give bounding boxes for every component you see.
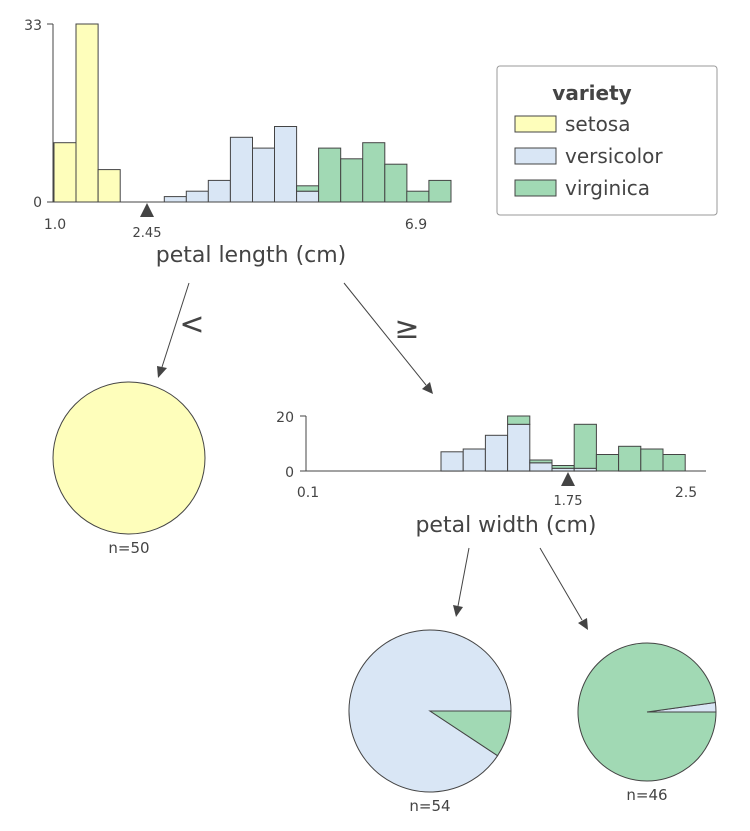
split2-bar-virginica-5 [551,465,575,469]
split2-x-max-label: 2.5 [675,485,697,501]
root-edges: < ≥ [157,282,433,394]
root-histogram-bars [53,23,452,203]
split2-bar-virginica-6 [573,423,597,469]
root-bar-versicolor-10 [274,126,298,203]
legend-title: variety [552,81,631,105]
split2-bar-versicolor-2 [484,434,509,472]
legend-swatch-virginica [514,179,557,197]
left-edge-arrowhead [157,366,167,378]
left-edge-label: < [179,307,204,342]
root-bar-versicolor-7 [207,179,231,203]
split2-bar-versicolor-3 [507,423,531,472]
root-bar-virginica-11 [296,185,320,192]
root-bar-setosa-0 [53,142,77,203]
root-bar-virginica-14 [362,142,386,203]
legend-swatch-versicolor [514,147,557,165]
root-bar-setosa-1 [75,23,99,203]
leaf-virginica: n=46 [577,642,717,804]
root-x-min-label: 1.0 [44,217,66,233]
legend: variety setosa versicolor virginica [496,65,718,216]
petal-width-histogram-bars [440,415,686,472]
legend-label-virginica: virginica [565,176,650,200]
root-bar-versicolor-8 [229,136,253,203]
root-x-max-label: 6.9 [405,217,427,233]
split2-bar-versicolor-1 [462,448,486,472]
right-edge-label: ≥ [394,311,419,346]
root-split-value: 2.45 [133,226,162,241]
split2-bar-versicolor-4 [529,462,553,472]
root-feature-label: petal length (cm) [156,243,347,268]
root-split-histogram: 33 0 1.0 6.9 2.45 petal length (cm) [24,18,452,268]
legend-box [496,65,718,216]
split2-right-edge-arrowhead [578,618,588,630]
leaf-setosa-slice-setosa [52,381,206,535]
leaf-virginica-count: n=46 [626,786,667,804]
legend-swatch-setosa [514,115,557,133]
root-split-marker [140,203,154,217]
root-bar-virginica-17 [428,179,452,203]
split2-right-edge-line [539,547,583,621]
split2-feature-label: petal width (cm) [415,513,596,538]
split2-bar-virginica-8 [618,445,642,472]
split2-bar-versicolor-0 [440,451,464,472]
split2-left-edge-arrowhead [453,605,463,617]
root-y-max-label: 33 [24,18,42,34]
split2-x-min-label: 0.1 [297,485,319,501]
root-y-min-label: 0 [33,195,42,211]
root-bar-virginica-16 [406,190,430,203]
root-bar-setosa-2 [97,169,121,203]
legend-label-setosa: setosa [565,112,630,136]
split2-bar-virginica-3 [507,415,531,425]
split2-bar-virginica-9 [640,448,664,472]
split2-y-max-label: 20 [276,410,294,426]
petal-width-split-histogram: 20 0 0.1 2.5 1.75 petal width (cm) [276,410,706,538]
split2-split-value: 1.75 [554,494,583,509]
root-bar-versicolor-5 [163,196,187,203]
split2-bar-virginica-4 [529,459,553,464]
right-edge-arrowhead [422,382,433,394]
root-bar-virginica-12 [318,147,342,203]
leaf-versicolor-slice-virginica [428,710,512,757]
leaf-setosa-count: n=50 [108,539,149,557]
root-bar-versicolor-6 [185,190,209,203]
leaf-versicolor: n=54 [348,629,512,815]
leaf-setosa-pie [52,381,206,535]
legend-label-versicolor: versicolor [565,144,663,168]
leaf-setosa: n=50 [52,381,206,557]
right-edge-line [343,282,427,386]
root-bar-versicolor-9 [252,147,276,203]
leaf-virginica-slice-virginica [577,642,717,782]
left-edge-line [161,282,190,368]
root-bar-virginica-15 [384,163,408,203]
leaf-versicolor-pie [348,629,512,793]
split2-split-marker [561,472,575,486]
leaf-versicolor-count: n=54 [409,797,450,815]
split2-bar-virginica-10 [662,454,686,472]
split2-left-edge-line [457,547,470,607]
root-bar-versicolor-11 [296,190,320,203]
leaf-virginica-pie [577,642,717,782]
split2-edges [453,547,588,630]
split2-bar-virginica-7 [595,454,620,472]
split2-y-min-label: 0 [285,465,294,481]
root-bar-virginica-13 [340,158,364,203]
